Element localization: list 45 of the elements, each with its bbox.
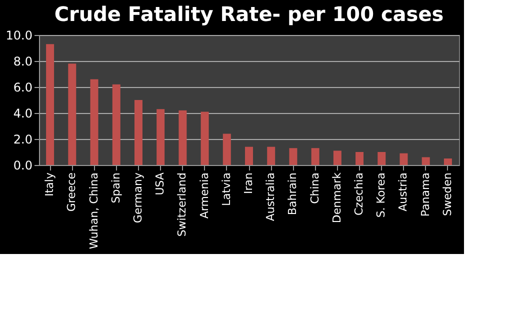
y-tick-label: 6.0 bbox=[13, 80, 32, 94]
bar bbox=[333, 150, 342, 165]
bar bbox=[178, 110, 187, 165]
bar bbox=[222, 134, 231, 165]
bar bbox=[134, 100, 142, 165]
x-tick-label: China bbox=[308, 172, 322, 204]
bar bbox=[289, 148, 298, 165]
y-tick-label: 8.0 bbox=[13, 54, 32, 68]
bar bbox=[156, 109, 165, 165]
bar bbox=[267, 146, 276, 165]
bar bbox=[356, 152, 364, 165]
bar bbox=[46, 44, 54, 165]
x-tick-label: Czechia bbox=[352, 172, 366, 216]
bar bbox=[245, 146, 253, 165]
bar bbox=[444, 158, 452, 165]
bar bbox=[90, 79, 98, 165]
x-tick-label: Spain bbox=[109, 172, 122, 204]
bar bbox=[68, 64, 76, 165]
x-tick-label: Austria bbox=[396, 172, 410, 212]
y-tick-label: 0.0 bbox=[13, 158, 32, 172]
chart-title: Crude Fatality Rate- per 100 cases bbox=[54, 2, 444, 26]
x-tick-label: S. Korea bbox=[374, 172, 388, 218]
x-tick-label: Germany bbox=[131, 172, 144, 224]
x-tick-label: Latvia bbox=[220, 172, 233, 206]
x-tick-label: Australia bbox=[264, 172, 278, 222]
bar bbox=[200, 112, 209, 165]
bar bbox=[378, 152, 386, 165]
bar bbox=[422, 157, 430, 165]
x-tick-label: Switzerland bbox=[176, 172, 189, 237]
x-tick-label: Panama bbox=[418, 172, 432, 217]
x-tick-label: USA bbox=[154, 172, 167, 196]
y-tick-label: 10.0 bbox=[6, 28, 32, 42]
x-tick-label: Greece bbox=[65, 172, 78, 212]
x-tick-label: Bahrain bbox=[286, 172, 300, 216]
x-tick-label: Sweden bbox=[440, 172, 454, 216]
x-tick-label: Iran bbox=[242, 172, 255, 194]
y-tick-label: 2.0 bbox=[13, 132, 32, 146]
bar bbox=[112, 84, 120, 165]
bar bbox=[311, 148, 320, 165]
y-tick-label: 4.0 bbox=[13, 106, 32, 120]
x-tick-label: Wuhan, China bbox=[87, 172, 100, 250]
x-tick-label: Armenia bbox=[198, 172, 211, 219]
x-tick-label: Denmark bbox=[330, 172, 344, 224]
bar bbox=[400, 153, 408, 165]
x-tick-label: Italy bbox=[43, 172, 56, 196]
